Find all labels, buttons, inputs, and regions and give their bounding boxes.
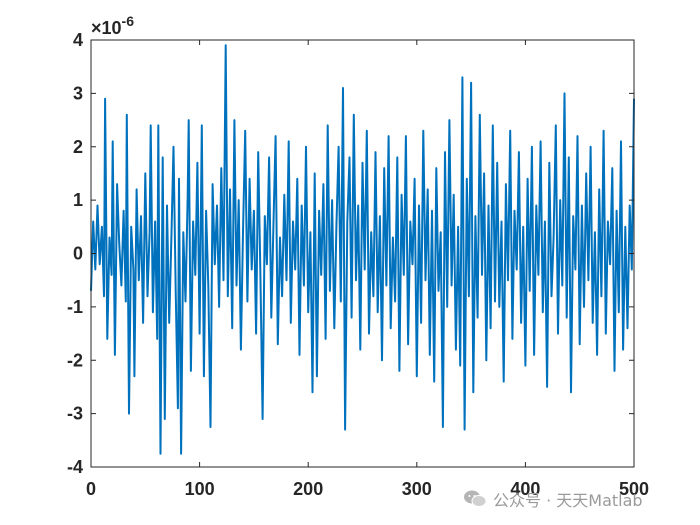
y-tick-label: -3 <box>67 404 83 424</box>
y-tick-label: 2 <box>73 137 83 157</box>
y-tick-label: 0 <box>73 244 83 264</box>
y-tick-label: 1 <box>73 190 83 210</box>
watermark: 公众号 · 天天Matlab <box>463 486 643 512</box>
x-tick-label: 400 <box>510 479 540 499</box>
x-tick-label: 100 <box>185 479 215 499</box>
y-tick-label: -1 <box>67 297 83 317</box>
x-tick-label: 500 <box>619 479 649 499</box>
y-tick-label: -2 <box>67 350 83 370</box>
y-axis: -4 -3 -2 -1 0 1 2 3 4 <box>67 30 634 477</box>
y-tick-label: -4 <box>67 457 83 477</box>
x-tick-label: 0 <box>86 479 96 499</box>
x-tick-label: 200 <box>293 479 323 499</box>
y-exponent-label: ×10-6 <box>91 13 134 38</box>
series-line <box>90 44 635 455</box>
wechat-icon <box>464 490 487 507</box>
y-tick-label: 4 <box>73 30 83 50</box>
watermark-text: 公众号 · 天天Matlab <box>493 491 643 510</box>
x-axis: 0 100 200 300 400 500 <box>86 40 649 499</box>
x-tick-label: 300 <box>402 479 432 499</box>
y-tick-label: 3 <box>73 83 83 103</box>
